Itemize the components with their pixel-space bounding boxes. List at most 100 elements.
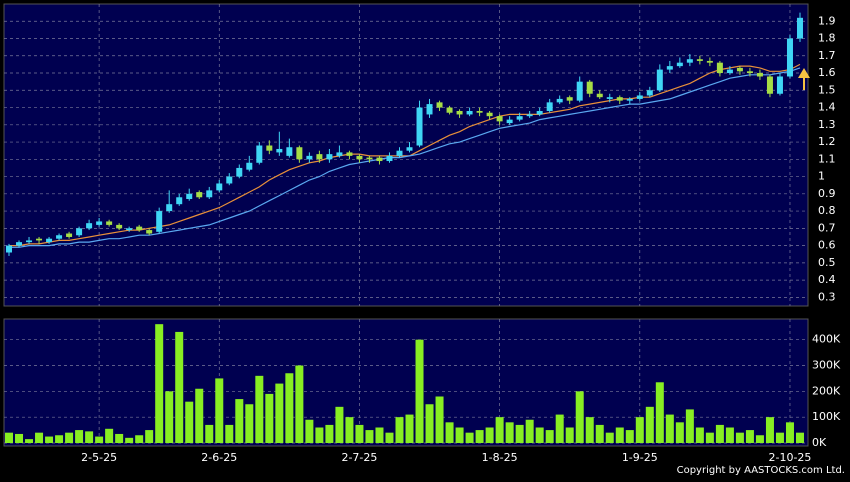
volume-bar	[345, 417, 354, 443]
volume-bar	[685, 409, 694, 443]
candle-body	[536, 110, 543, 115]
volume-bar	[545, 430, 554, 443]
candle-body	[586, 81, 593, 94]
volume-tick-label: 0K	[812, 436, 827, 449]
volume-bar	[75, 430, 84, 443]
volume-bar	[15, 433, 24, 443]
volume-bar	[555, 414, 564, 443]
volume-bar	[505, 422, 514, 443]
candle-body	[776, 76, 783, 94]
volume-bar	[785, 422, 794, 443]
volume-bar	[325, 424, 334, 443]
candle-body	[496, 116, 503, 122]
candle-body	[436, 102, 443, 108]
copyright: Copyright by AASTOCKS.com Ltd.	[677, 465, 845, 476]
candle-body	[416, 107, 423, 146]
candle-body	[246, 162, 253, 170]
candle-body	[6, 245, 13, 253]
candle-body	[466, 110, 473, 115]
volume-bar	[675, 422, 684, 443]
candle-body	[236, 167, 243, 177]
candle-body	[486, 112, 493, 117]
volume-bar	[465, 432, 474, 443]
candle-body	[716, 62, 723, 74]
candle-body	[76, 228, 83, 236]
volume-bar	[435, 396, 444, 443]
volume-bar	[35, 432, 44, 443]
candle-body	[616, 97, 623, 101]
candle-body	[46, 238, 53, 243]
x-tick-label: 1-8-25	[482, 451, 518, 464]
candle-body	[296, 147, 303, 160]
volume-bar	[105, 428, 114, 443]
candle-body	[326, 154, 333, 160]
y-tick-label: 1.1	[818, 152, 836, 165]
volume-bar	[155, 324, 164, 443]
y-tick-label: 1.4	[818, 101, 836, 114]
candle-body	[526, 114, 533, 117]
y-tick-label: 0.7	[818, 221, 836, 234]
candle-body	[26, 240, 33, 243]
volume-bar	[605, 432, 614, 443]
volume-tick-label: 100K	[812, 410, 841, 423]
volume-bar	[45, 436, 54, 443]
candle-body	[756, 73, 763, 77]
candle-body	[446, 107, 453, 113]
volume-bar	[55, 435, 64, 443]
volume-bar	[495, 417, 504, 443]
candle-body	[256, 145, 263, 163]
volume-bar	[255, 375, 264, 443]
x-tick-label: 2-7-25	[341, 451, 377, 464]
candle-body	[636, 95, 643, 99]
y-tick-label: 0.9	[818, 187, 836, 200]
volume-bar	[365, 430, 374, 443]
candle-body	[276, 148, 283, 153]
y-tick-label: 1	[818, 170, 825, 183]
volume-bar	[295, 365, 304, 443]
candle-body	[546, 102, 553, 111]
candle-body	[426, 104, 433, 115]
y-tick-label: 1.9	[818, 14, 836, 27]
candle-body	[156, 211, 163, 232]
candle-body	[116, 224, 123, 229]
candle-body	[396, 150, 403, 156]
volume-bar	[235, 399, 244, 443]
candle-body	[356, 155, 363, 160]
volume-bar	[755, 435, 764, 443]
candle-body	[506, 119, 513, 124]
volume-bar	[165, 391, 174, 443]
volume-bar	[25, 439, 34, 443]
candle-body	[646, 90, 653, 96]
y-tick-label: 0.4	[818, 273, 836, 286]
arrow-icon	[798, 68, 810, 90]
x-tick-label: 2-5-25	[81, 451, 117, 464]
volume-bar	[695, 427, 704, 443]
volume-bar	[455, 427, 464, 443]
candle-body	[86, 223, 93, 229]
volume-bar	[205, 424, 214, 443]
price-panel	[3, 3, 809, 307]
volume-bar	[135, 435, 144, 443]
volume-bar	[305, 419, 314, 443]
y-tick-label: 1.3	[818, 118, 836, 131]
volume-bar	[765, 417, 774, 443]
y-tick-label: 0.8	[818, 204, 836, 217]
candle-body	[686, 59, 693, 63]
volume-bar	[735, 432, 744, 443]
candle-body	[176, 197, 183, 205]
candle-body	[106, 221, 113, 225]
candle-body	[196, 192, 203, 198]
candle-body	[346, 152, 353, 156]
volume-bar	[745, 430, 754, 443]
volume-bar	[515, 424, 524, 443]
y-tick-label: 1.2	[818, 135, 836, 148]
candle-body	[226, 176, 233, 184]
candle-body	[796, 17, 803, 39]
volume-bar	[85, 431, 94, 443]
volume-bar	[635, 417, 644, 443]
y-tick-label: 0.5	[818, 256, 836, 269]
volume-bar	[335, 406, 344, 443]
volume-tick-label: 200K	[812, 384, 841, 397]
candle-body	[186, 193, 193, 200]
volume-bar	[245, 404, 254, 443]
